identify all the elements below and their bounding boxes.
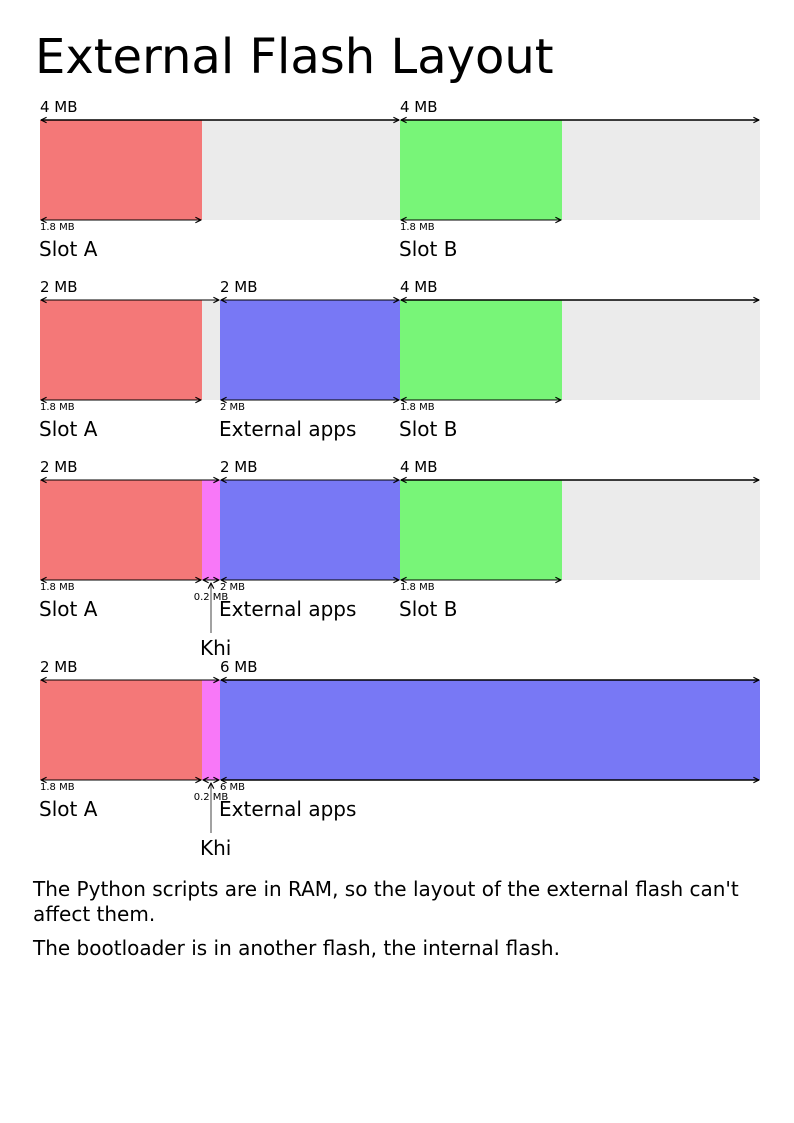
used-region <box>220 480 400 580</box>
partition-size-label: 2 MB <box>40 278 78 296</box>
used-size-label: 2 MB <box>220 402 245 413</box>
used-region <box>220 680 760 780</box>
partition-size-label: 6 MB <box>220 658 258 676</box>
used-size-label: 1.8 MB <box>40 402 75 413</box>
used-region <box>400 480 562 580</box>
partition-name-slot-a: Slot A <box>39 597 98 621</box>
khi-label: Khi <box>200 836 231 860</box>
used-size-label: 1.8 MB <box>40 582 75 593</box>
used-region <box>40 300 202 400</box>
khi-region <box>202 680 220 780</box>
partition-name-external-apps: External apps <box>219 597 356 621</box>
partition-size-label: 4 MB <box>40 98 78 116</box>
partition-name-slot-a: Slot A <box>39 417 98 441</box>
khi-label: Khi <box>200 636 231 660</box>
partition-name-external-apps: External apps <box>219 797 356 821</box>
used-size-label: 1.8 MB <box>400 402 435 413</box>
page-title: External Flash Layout <box>35 29 554 85</box>
note-bootloader: The bootloader is in another flash, the … <box>33 936 560 960</box>
khi-region <box>202 480 220 580</box>
partition-name-slot-b: Slot B <box>399 597 457 621</box>
used-region <box>40 480 202 580</box>
partition-name-slot-a: Slot A <box>39 797 98 821</box>
partition-name-slot-b: Slot B <box>399 237 457 261</box>
partition-size-label: 4 MB <box>400 458 438 476</box>
used-size-label: 1.8 MB <box>40 782 75 793</box>
partition-name-slot-b: Slot B <box>399 417 457 441</box>
partition-size-label: 4 MB <box>400 98 438 116</box>
note-python-scripts: The Python scripts are in RAM, so the la… <box>33 877 739 926</box>
partition-size-label: 2 MB <box>220 278 258 296</box>
used-region <box>40 120 202 220</box>
partition-size-label: 2 MB <box>40 658 78 676</box>
partition-size-label: 4 MB <box>400 278 438 296</box>
used-region <box>220 300 400 400</box>
used-size-label: 1.8 MB <box>400 222 435 233</box>
partition-size-label: 2 MB <box>40 458 78 476</box>
used-size-label: 1.8 MB <box>400 582 435 593</box>
partition-name-external-apps: External apps <box>219 417 356 441</box>
used-size-label: 2 MB <box>220 582 245 593</box>
used-region <box>400 120 562 220</box>
used-size-label: 1.8 MB <box>40 222 75 233</box>
used-region <box>40 680 202 780</box>
partition-size-label: 2 MB <box>220 458 258 476</box>
used-size-label: 6 MB <box>220 782 245 793</box>
partition-name-slot-a: Slot A <box>39 237 98 261</box>
used-region <box>400 300 562 400</box>
